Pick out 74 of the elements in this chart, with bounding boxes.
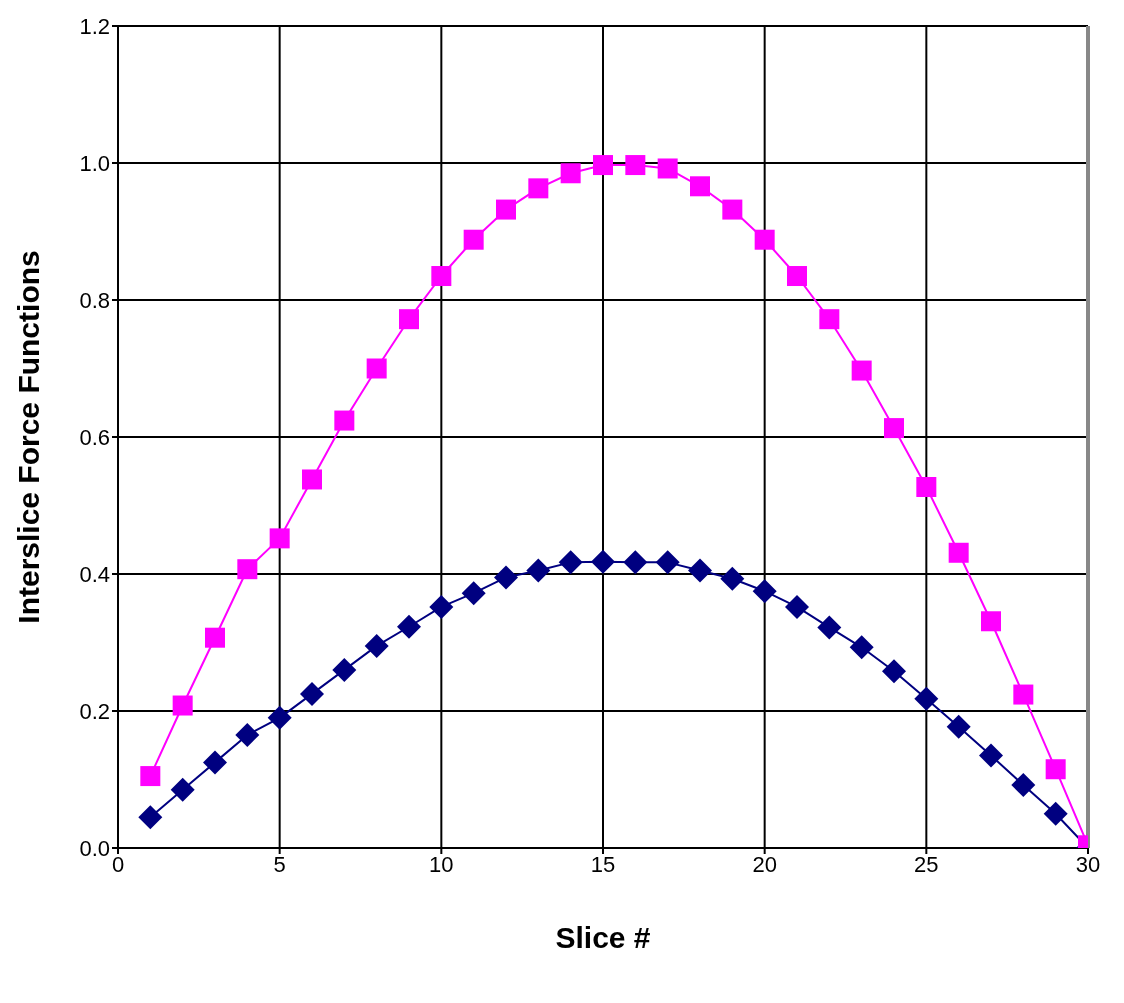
point <box>720 566 745 591</box>
point <box>948 542 969 563</box>
x-tick-label: 0 <box>111 851 125 877</box>
point <box>494 565 518 590</box>
y-tick-label: 0.8 <box>79 287 110 313</box>
x-tick-label: 20 <box>752 851 777 877</box>
point <box>300 681 324 706</box>
point <box>754 229 775 250</box>
point <box>981 611 1001 632</box>
point <box>591 549 615 574</box>
point <box>1011 772 1036 797</box>
point <box>267 705 292 730</box>
point <box>431 266 452 287</box>
point <box>787 266 807 287</box>
point <box>170 777 195 802</box>
point <box>884 418 904 439</box>
y-tick-label: 0.6 <box>79 424 110 450</box>
y-tick-label: 0.4 <box>79 561 110 587</box>
point <box>851 360 872 381</box>
point <box>334 410 355 431</box>
point <box>785 594 809 619</box>
point <box>657 158 678 179</box>
point <box>138 805 163 830</box>
point <box>237 559 258 580</box>
y-tick-label: 1.2 <box>79 13 110 39</box>
x-tick-label: 15 <box>590 851 616 877</box>
point <box>625 155 646 176</box>
point <box>496 199 516 220</box>
point <box>849 635 874 660</box>
y-tick-label: 0.2 <box>79 698 110 724</box>
x-tick-label: 30 <box>1075 851 1101 877</box>
point <box>593 155 613 176</box>
point <box>397 614 421 639</box>
point <box>690 176 710 197</box>
point <box>817 615 842 640</box>
point <box>914 686 939 711</box>
point <box>203 750 227 775</box>
x-tick-label: 25 <box>914 851 939 877</box>
point <box>364 633 389 658</box>
point <box>526 558 551 583</box>
point <box>332 657 357 682</box>
point <box>655 550 680 575</box>
point <box>558 550 583 575</box>
y-tick-label: 1.0 <box>79 150 110 176</box>
point <box>463 229 484 250</box>
point <box>752 579 777 604</box>
point <box>1013 684 1034 705</box>
point <box>528 178 549 199</box>
x-tick-label: 10 <box>429 851 454 877</box>
point <box>429 594 454 619</box>
y-tick-label: 0.0 <box>79 835 110 861</box>
point <box>399 309 419 330</box>
y-axis-title: Interslice Force Functions <box>11 250 45 624</box>
point <box>366 358 387 379</box>
point <box>235 722 260 747</box>
point <box>623 550 648 575</box>
point <box>205 627 225 648</box>
point <box>269 528 290 549</box>
point <box>1043 801 1068 826</box>
x-tick-label: 5 <box>273 851 286 877</box>
point <box>302 469 322 490</box>
x-axis-title: Slice # <box>555 921 651 954</box>
point <box>722 199 743 220</box>
point <box>819 309 840 330</box>
point <box>916 477 937 498</box>
point <box>560 163 581 184</box>
point <box>461 581 486 606</box>
point <box>688 558 712 583</box>
point <box>979 743 1003 768</box>
point <box>946 714 971 739</box>
point <box>140 766 161 787</box>
point <box>882 659 906 684</box>
point <box>172 695 193 716</box>
point <box>1045 759 1066 780</box>
